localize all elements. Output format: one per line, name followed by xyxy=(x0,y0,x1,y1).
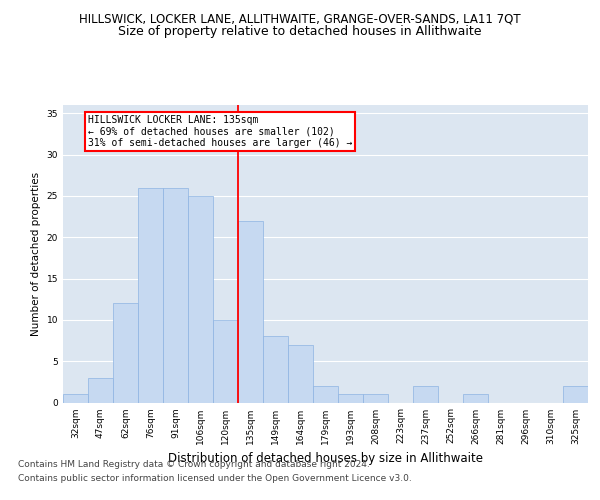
Bar xyxy=(338,394,363,402)
Bar xyxy=(363,394,388,402)
Text: Size of property relative to detached houses in Allithwaite: Size of property relative to detached ho… xyxy=(118,25,482,38)
Bar xyxy=(188,196,213,402)
Text: HILLSWICK, LOCKER LANE, ALLITHWAITE, GRANGE-OVER-SANDS, LA11 7QT: HILLSWICK, LOCKER LANE, ALLITHWAITE, GRA… xyxy=(79,12,521,26)
Y-axis label: Number of detached properties: Number of detached properties xyxy=(31,172,41,336)
Text: Contains HM Land Registry data © Crown copyright and database right 2024.: Contains HM Land Registry data © Crown c… xyxy=(18,460,370,469)
Bar xyxy=(313,386,338,402)
Bar xyxy=(563,386,588,402)
Bar xyxy=(463,394,488,402)
Bar xyxy=(138,188,163,402)
Bar xyxy=(113,304,138,402)
Bar xyxy=(413,386,438,402)
Bar xyxy=(263,336,288,402)
Bar xyxy=(163,188,188,402)
Bar xyxy=(213,320,238,402)
Bar xyxy=(88,378,113,402)
Text: HILLSWICK LOCKER LANE: 135sqm
← 69% of detached houses are smaller (102)
31% of : HILLSWICK LOCKER LANE: 135sqm ← 69% of d… xyxy=(88,115,352,148)
Text: Contains public sector information licensed under the Open Government Licence v3: Contains public sector information licen… xyxy=(18,474,412,483)
Bar xyxy=(238,220,263,402)
X-axis label: Distribution of detached houses by size in Allithwaite: Distribution of detached houses by size … xyxy=(168,452,483,465)
Bar xyxy=(288,344,313,403)
Bar xyxy=(63,394,88,402)
